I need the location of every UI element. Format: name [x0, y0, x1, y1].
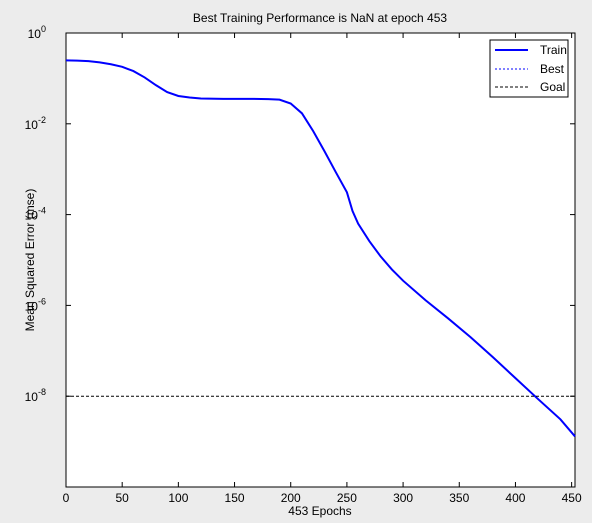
x-tick-label: 250 — [337, 491, 357, 505]
legend-label-best: Best — [540, 62, 565, 76]
x-axis-label: 453 Epochs — [288, 504, 351, 518]
chart-title: Best Training Performance is NaN at epoc… — [193, 11, 447, 25]
y-tick-label: 100 — [28, 24, 46, 41]
legend-label-goal: Goal — [540, 80, 565, 94]
y-tick-label: 10-2 — [25, 115, 46, 132]
x-tick-label: 150 — [225, 491, 245, 505]
x-tick-label: 300 — [393, 491, 413, 505]
y-tick-label: 10-8 — [25, 387, 46, 404]
legend-label-train: Train — [540, 43, 567, 57]
y-axis-label: Mean Squared Error (mse) — [23, 189, 37, 332]
x-tick-label: 50 — [116, 491, 130, 505]
x-tick-label: 0 — [63, 491, 70, 505]
legend: Train Best Goal — [490, 40, 568, 97]
x-tick-label: 450 — [562, 491, 582, 505]
x-tick-label: 100 — [168, 491, 188, 505]
plot-area — [66, 33, 575, 487]
x-tick-label: 350 — [449, 491, 469, 505]
x-tick-label: 400 — [505, 491, 525, 505]
x-tick-label: 200 — [281, 491, 301, 505]
